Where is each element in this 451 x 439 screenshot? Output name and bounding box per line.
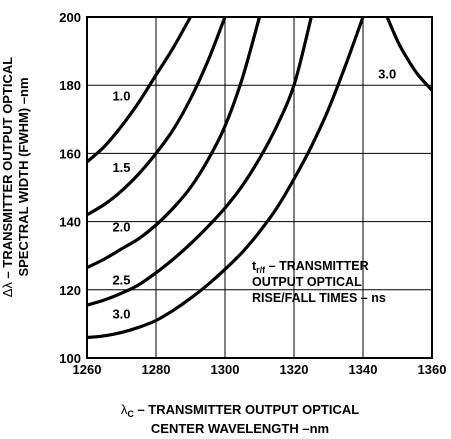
curve-3-0-ns-4 (86, 16, 365, 340)
curve-label: 3.0 (112, 307, 130, 322)
y-axis-title-line-2: SPECTRAL WIDTH (FWHM) –nm (16, 77, 31, 277)
y-axis-title: Δλ – TRANSMITTER OUTPUT OPTICAL SPECTRAL… (0, 7, 40, 347)
curve-labels: 1.0 1.5 2.0 2.5 3.0 3.0 (112, 66, 396, 321)
curve-label: 1.0 (112, 88, 130, 103)
curve-3-0-ns-5 (385, 16, 434, 92)
y-tick-label: 200 (59, 10, 81, 25)
curve-1-5-ns-1 (86, 16, 227, 217)
annotation-line-3: RISE/FALL TIMES – ns (252, 291, 386, 305)
x-axis-title-line-2: CENTER WAVELENGTH –nm (150, 421, 330, 436)
y-tick-label: 160 (59, 146, 81, 161)
x-tick-label: 1340 (349, 362, 378, 377)
x-axis-title-line-1: λC – TRANSMITTER OUTPUT OPTICAL (120, 402, 360, 419)
curve-2-5-ns-3 (86, 16, 313, 307)
x-tick-label: 1260 (73, 362, 102, 377)
curve-2-0-ns-2 (86, 16, 262, 270)
y-axis-title-line-1: Δλ – TRANSMITTER OUTPUT OPTICAL (0, 56, 15, 298)
y-tick-label: 140 (59, 215, 81, 230)
x-tick-label: 1360 (418, 362, 447, 377)
tick-labels: 1260 1280 1300 1320 1340 1360 100 120 140 160 180 2… (59, 10, 446, 377)
y-tick-label: 100 (59, 351, 81, 366)
y-tick-label: 180 (59, 78, 81, 93)
x-tick-label: 1280 (142, 362, 171, 377)
x-axis-title: λC – TRANSMITTER OUTPUT OPTICAL CENTER W… (60, 401, 420, 437)
y-tick-label: 120 (59, 283, 81, 298)
curve-1-0-ns-0 (85, 16, 192, 164)
curve-label: 1.5 (112, 160, 130, 175)
annotation-line-1: tr/f – TRANSMITTER (252, 259, 369, 275)
curve-label: 3.0 (378, 66, 396, 81)
x-tick-label: 1300 (211, 362, 240, 377)
curves (85, 16, 434, 340)
plot-frame (86, 16, 433, 359)
curve-label: 2.5 (112, 273, 130, 288)
annotation-line-2: OUTPUT OPTICAL (252, 275, 362, 289)
curve-label: 2.0 (112, 220, 130, 235)
x-tick-label: 1320 (280, 362, 309, 377)
